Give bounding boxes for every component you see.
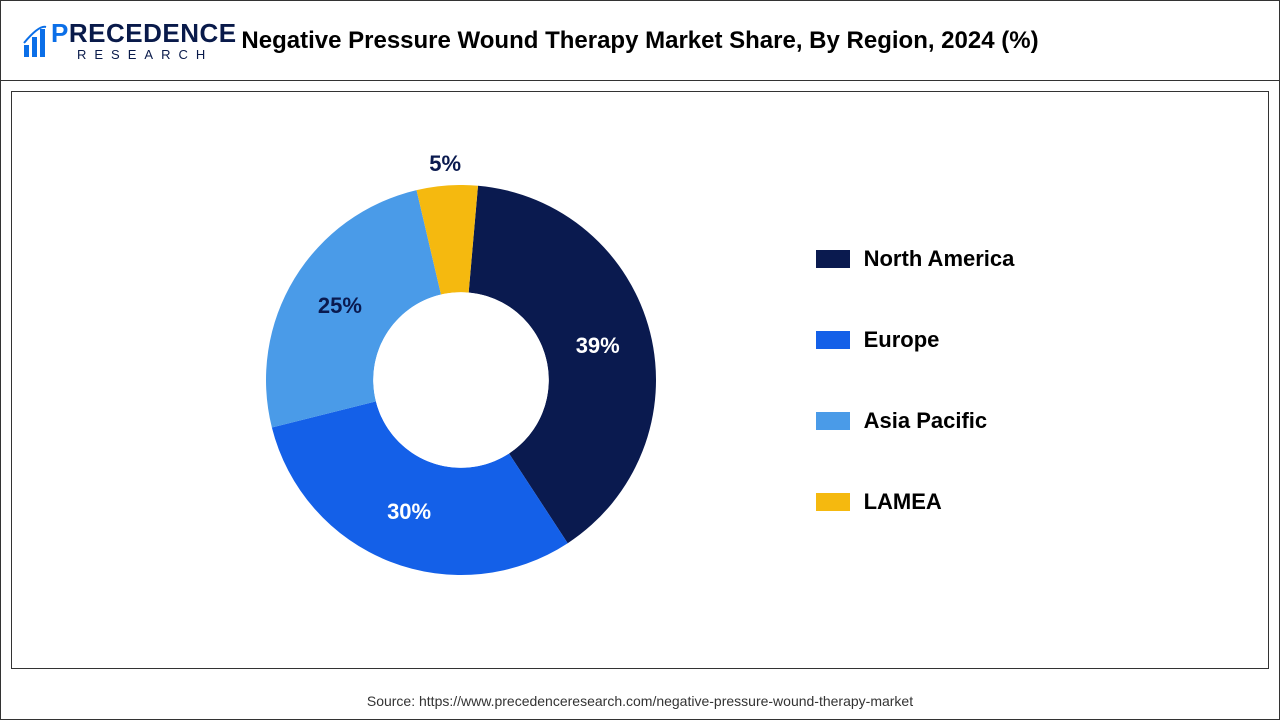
legend-swatch xyxy=(816,250,850,268)
legend-swatch xyxy=(816,412,850,430)
legend-label: Europe xyxy=(864,327,940,353)
logo-rest: RECEDENCE xyxy=(69,18,237,48)
chart-inner: 39%30%25%5% North AmericaEuropeAsia Paci… xyxy=(266,185,1015,575)
logo-sub: RESEARCH xyxy=(51,48,237,61)
legend-label: North America xyxy=(864,246,1015,272)
logo-text: PRECEDENCE RESEARCH xyxy=(51,20,237,61)
chart-title: Negative Pressure Wound Therapy Market S… xyxy=(241,27,1038,55)
legend-item-north-america: North America xyxy=(816,246,1015,272)
slice-label-north-america: 39% xyxy=(576,333,620,359)
slice-label-lamea: 5% xyxy=(429,151,461,177)
brand-logo: PRECEDENCE RESEARCH xyxy=(21,20,237,61)
legend-swatch xyxy=(816,331,850,349)
slice-label-asia-pacific: 25% xyxy=(318,293,362,319)
logo-bars-icon xyxy=(21,21,47,61)
legend-item-lamea: LAMEA xyxy=(816,489,1015,515)
legend-item-europe: Europe xyxy=(816,327,1015,353)
legend-label: LAMEA xyxy=(864,489,942,515)
legend-label: Asia Pacific xyxy=(864,408,988,434)
logo-letter-p: P xyxy=(51,18,69,48)
chart-area: 39% 30% 25% 5% North America Europe Asia Paci… xyxy=(11,91,1269,669)
slice-label-europe: 30% xyxy=(387,499,431,525)
legend: North America Europe Asia Pacific LAMEA xyxy=(816,246,1015,515)
header-band: PRECEDENCE RESEARCH Negative Pressure Wo… xyxy=(1,1,1279,81)
legend-item-asia-pacific: Asia Pacific xyxy=(816,408,1015,434)
outer-frame: PRECEDENCE RESEARCH Negative Pressure Wo… xyxy=(0,0,1280,720)
source-text: Source: https://www.precedenceresearch.c… xyxy=(1,693,1279,709)
donut-chart: 39%30%25%5% xyxy=(266,185,656,575)
legend-swatch xyxy=(816,493,850,511)
